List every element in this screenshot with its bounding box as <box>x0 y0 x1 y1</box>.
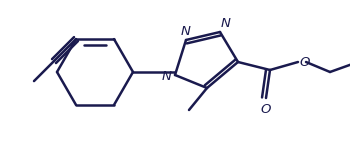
Text: O: O <box>261 103 271 116</box>
Text: N: N <box>162 69 172 82</box>
Text: N: N <box>221 17 231 30</box>
Text: O: O <box>299 56 309 69</box>
Text: N: N <box>181 25 191 38</box>
